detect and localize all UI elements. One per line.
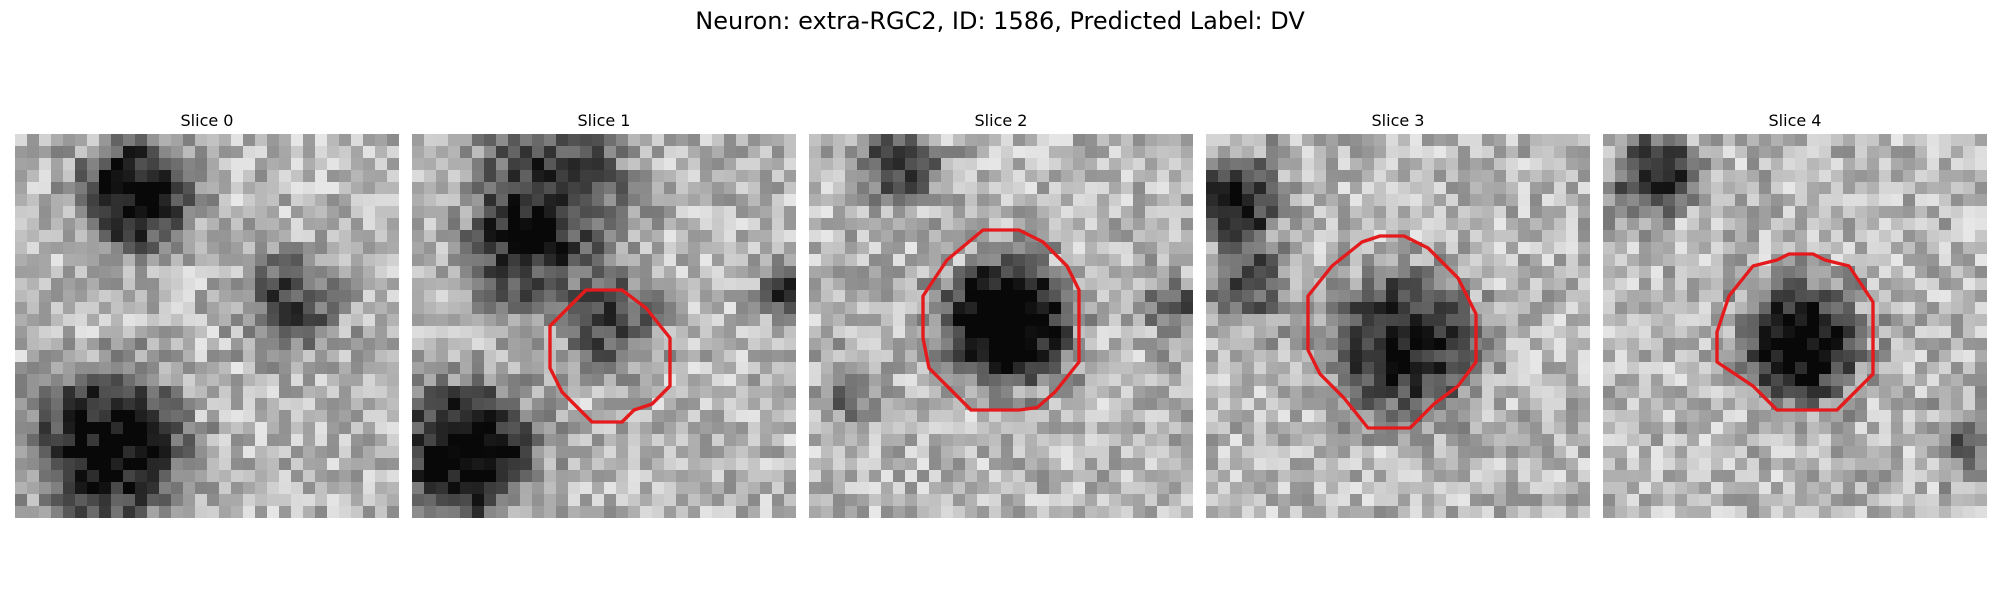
- microscopy-slice-image: [1206, 134, 1590, 518]
- slice-panel-3: Slice 3: [1206, 108, 1590, 518]
- microscopy-slice-image: [15, 134, 399, 518]
- slice-title: Slice 3: [1371, 111, 1425, 130]
- slice-panel-2: Slice 2: [809, 108, 1193, 518]
- figure-title: Neuron: extra-RGC2, ID: 1586, Predicted …: [695, 7, 1305, 35]
- slice-panel-4: Slice 4: [1603, 108, 1987, 518]
- slice-panel-1: Slice 1: [412, 108, 796, 518]
- microscopy-slice-image: [1603, 134, 1987, 518]
- neuron-outline: [1306, 234, 1478, 430]
- slice-title: Slice 0: [180, 111, 234, 130]
- neuron-outline: [548, 288, 672, 424]
- neuron-outline: [1715, 252, 1875, 412]
- slice-title: Slice 4: [1768, 111, 1822, 130]
- slice-title: Slice 1: [577, 111, 631, 130]
- slice-title: Slice 2: [974, 111, 1028, 130]
- slice-panel-0: Slice 0: [15, 108, 399, 518]
- neuron-outline: [921, 228, 1081, 412]
- microscopy-slice-image: [809, 134, 1193, 518]
- microscopy-slice-image: [412, 134, 796, 518]
